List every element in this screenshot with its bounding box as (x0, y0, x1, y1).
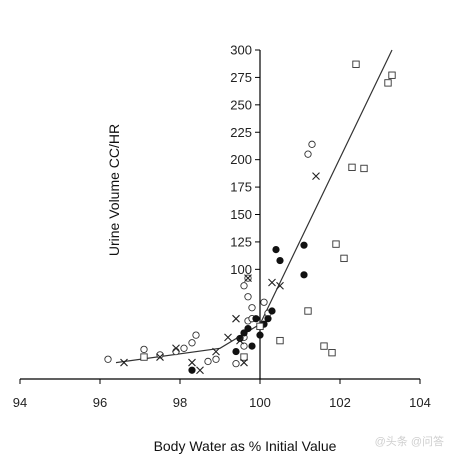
filled-circle-point (272, 245, 280, 254)
axes (19, 49, 421, 384)
open-square-point (340, 254, 348, 263)
x-tick-label: 104 (409, 395, 431, 410)
open-circle-point (180, 344, 188, 352)
x-marker-point (120, 358, 128, 367)
y-tick-label: 275 (230, 70, 252, 85)
open-circle-point (204, 357, 212, 366)
x-marker-point (236, 336, 244, 345)
filled-circle-point (188, 366, 196, 374)
x-marker-point (240, 358, 248, 367)
x-marker-point (224, 333, 232, 342)
x-tick-label: 102 (329, 395, 351, 410)
open-circle-point (140, 345, 148, 354)
y-tick-label: 250 (230, 97, 252, 112)
x-marker-point (244, 274, 252, 282)
y-axis-label: Urine Volume CC/HR (106, 123, 122, 257)
open-square-point (384, 79, 392, 87)
filled-circle-point (236, 334, 244, 343)
filled-circle-point (232, 347, 240, 356)
open-circle-point (304, 150, 312, 158)
x-marker-point (268, 278, 276, 287)
filled-circle-point (244, 324, 252, 333)
open-square-point (388, 71, 396, 79)
y-tick-label: 200 (230, 152, 252, 167)
open-circle-point (248, 304, 256, 312)
filled-circle-point (300, 241, 308, 249)
open-circle-point (308, 140, 316, 148)
open-square-point (320, 342, 328, 350)
open-square-point (348, 163, 356, 171)
filled-circle-point (252, 315, 260, 323)
filled-circle-point (240, 329, 248, 337)
x-marker-point (312, 172, 320, 181)
x-tick-label: 100 (249, 395, 271, 410)
x-marker-point (156, 353, 164, 361)
open-square-point (304, 307, 312, 315)
filled-circle-point (300, 271, 308, 279)
open-circle-point (240, 282, 248, 290)
tick-labels: 94 96 98 100 102 104 100 125 150 175 200 225 250 275 3… (13, 43, 431, 411)
open-square-point (276, 336, 284, 345)
open-circle-point (232, 359, 240, 368)
open-square-point (328, 349, 336, 357)
y-tick-label: 150 (230, 207, 252, 222)
open-circle-point (192, 331, 200, 339)
x-marker-point (232, 314, 240, 323)
x-marker-point (212, 347, 220, 356)
open-square-point (240, 353, 248, 361)
open-square-point (352, 60, 360, 68)
filled-circle-point (248, 342, 256, 350)
open-square-point (332, 240, 340, 248)
filled-circle-point (256, 331, 264, 339)
open-circle-point (172, 347, 180, 356)
filled-circle-point (276, 256, 284, 265)
x-tick-label: 94 (13, 395, 27, 410)
y-tick-label: 300 (230, 43, 252, 58)
filled-circle-point (264, 315, 272, 323)
data-points (104, 60, 396, 375)
y-tick-label: 100 (230, 262, 252, 277)
open-circle-point (244, 293, 252, 301)
open-circle-point (240, 342, 248, 350)
x-marker-point (188, 358, 196, 367)
open-circle-point (188, 339, 196, 347)
open-square-point (256, 322, 264, 331)
x-marker-point (172, 344, 180, 353)
y-tick-label: 125 (230, 234, 252, 249)
x-marker-point (196, 366, 204, 375)
y-tick-label: 175 (230, 180, 252, 195)
open-circle-point (260, 298, 268, 306)
x-tick-label: 96 (93, 395, 107, 410)
y-tick-label: 225 (230, 125, 252, 140)
open-square-point (360, 164, 368, 173)
x-tick-label: 98 (173, 395, 187, 410)
watermark: @头条 @问答 (374, 436, 444, 448)
open-circle-point (104, 355, 112, 363)
filled-circle-point (268, 307, 276, 315)
open-circle-point (156, 351, 164, 359)
open-circle-point (212, 355, 220, 363)
x-axis-label: Body Water as % Initial Value (153, 438, 337, 454)
x-marker-point (276, 281, 284, 290)
open-square-point (140, 353, 148, 361)
